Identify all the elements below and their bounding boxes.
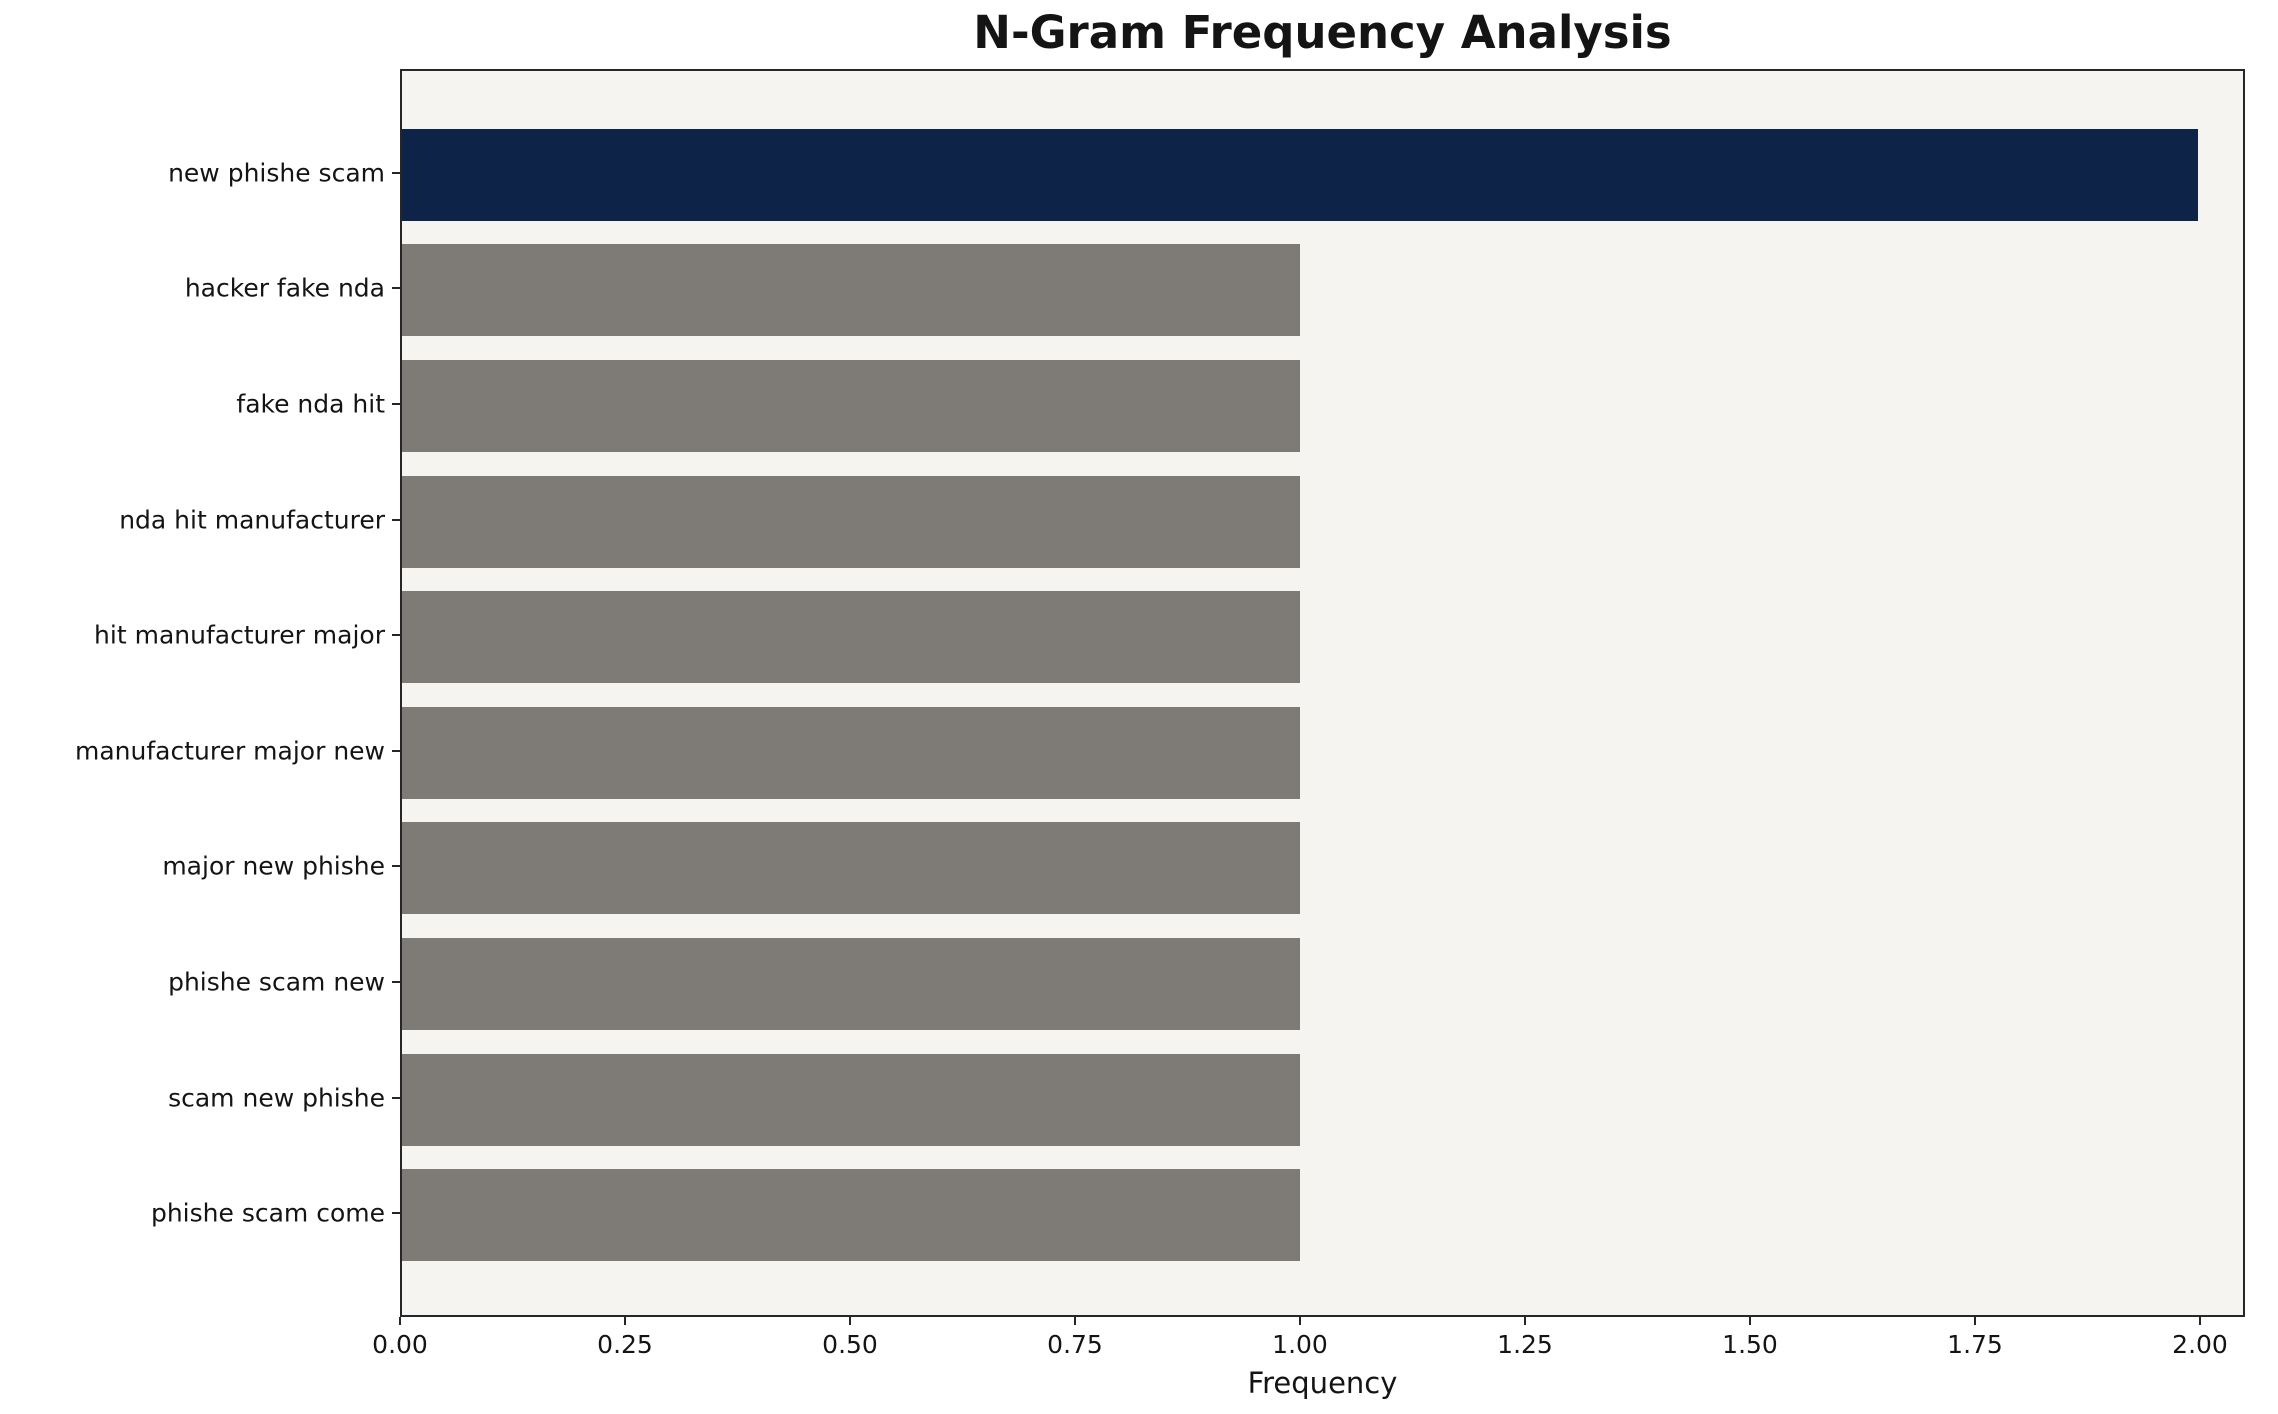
bar-row — [402, 1042, 2243, 1158]
x-tick-label: 0.25 — [597, 1330, 653, 1359]
bar-phishe-scam-come — [402, 1169, 1301, 1262]
y-tick-mark — [392, 1212, 400, 1215]
chart-title: N-Gram Frequency Analysis — [973, 6, 1672, 59]
bars-container — [402, 117, 2243, 1273]
y-tick-label: hit manufacturer major — [94, 620, 385, 650]
y-tick-mark — [392, 749, 400, 752]
bar-row — [402, 926, 2243, 1042]
x-tick-label: 1.50 — [1722, 1330, 1778, 1359]
x-tick-mark — [849, 1317, 851, 1325]
bar-nda-hit-manufacturer — [402, 475, 1301, 568]
x-tick-mark — [2199, 1317, 2201, 1325]
bar-row — [402, 695, 2243, 811]
y-tick-label: phishe scam come — [150, 1198, 385, 1228]
bar-hacker-fake-nda — [402, 244, 1301, 337]
y-tick-label: manufacturer major new — [74, 736, 385, 766]
bar-scam-new-phishe — [402, 1053, 1301, 1146]
bar-hit-manufacturer-major — [402, 591, 1301, 684]
y-tick-mark — [392, 171, 400, 174]
y-tick-mark — [392, 1096, 400, 1099]
y-tick-mark — [392, 287, 400, 290]
bar-row — [402, 117, 2243, 233]
x-tick-mark — [1524, 1317, 1526, 1325]
x-tick-label: 1.75 — [1947, 1330, 2003, 1359]
x-tick-mark — [399, 1317, 401, 1325]
bar-row — [402, 811, 2243, 927]
x-tick-mark — [624, 1317, 626, 1325]
y-tick-label: hacker fake nda — [184, 273, 385, 303]
y-tick-label: new phishe scam — [168, 158, 385, 188]
y-tick-label: fake nda hit — [236, 389, 385, 419]
x-tick-label: 0.75 — [1047, 1330, 1103, 1359]
y-tick-label: nda hit manufacturer — [119, 505, 385, 535]
bar-manufacturer-major-new — [402, 706, 1301, 799]
y-tick-mark — [392, 865, 400, 868]
y-tick-label: scam new phishe — [168, 1083, 385, 1113]
bar-new-phishe-scam — [402, 128, 2199, 221]
x-tick-label: 1.25 — [1497, 1330, 1553, 1359]
plot-area — [400, 69, 2245, 1317]
bar-row — [402, 464, 2243, 580]
x-axis-label: Frequency — [1247, 1366, 1398, 1400]
x-tick-mark — [1749, 1317, 1751, 1325]
y-tick-label: phishe scam new — [168, 967, 385, 997]
y-tick-label: major new phishe — [162, 851, 385, 881]
bar-major-new-phishe — [402, 822, 1301, 915]
y-tick-mark — [392, 518, 400, 521]
x-tick-label: 0.50 — [822, 1330, 878, 1359]
bar-row — [402, 348, 2243, 464]
bar-row — [402, 1157, 2243, 1273]
bar-row — [402, 579, 2243, 695]
bar-phishe-scam-new — [402, 937, 1301, 1030]
x-tick-mark — [1074, 1317, 1076, 1325]
bar-row — [402, 233, 2243, 349]
y-tick-mark — [392, 634, 400, 637]
x-tick-mark — [1299, 1317, 1301, 1325]
y-tick-mark — [392, 403, 400, 405]
x-tick-label: 2.00 — [2172, 1330, 2228, 1359]
x-tick-mark — [1974, 1317, 1976, 1325]
bar-fake-nda-hit — [402, 359, 1301, 452]
x-tick-label: 1.00 — [1272, 1330, 1328, 1359]
x-tick-label: 0.00 — [372, 1330, 428, 1359]
y-tick-mark — [392, 981, 400, 983]
